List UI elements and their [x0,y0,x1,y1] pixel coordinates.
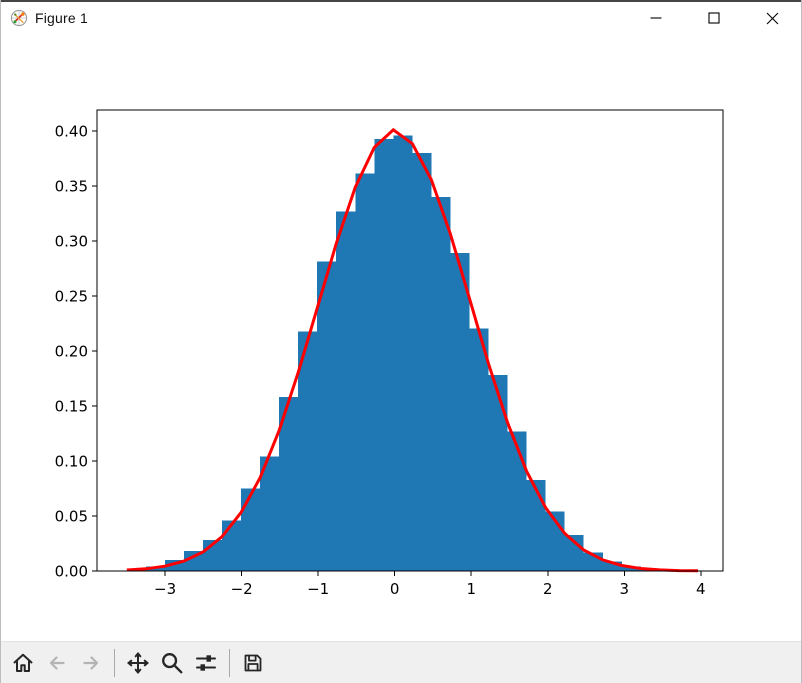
matplotlib-logo-icon [10,9,28,27]
histogram-bar [621,566,641,571]
save-button[interactable] [237,647,269,679]
window-title: Figure 1 [35,10,88,26]
x-tick-label: 0 [390,580,400,598]
y-tick-label: 0.20 [55,342,88,360]
x-tick-label: 1 [466,580,476,598]
histogram-bar [336,211,356,572]
back-button[interactable] [41,647,73,679]
minimize-button[interactable] [627,2,685,34]
x-tick-label: −1 [307,580,329,598]
save-icon [244,654,262,671]
title-bar[interactable]: Figure 1 [1,0,801,34]
histogram-bar [355,173,375,571]
x-tick-label: 3 [620,580,630,598]
maximize-button[interactable] [685,2,743,34]
histogram-bar [298,331,318,571]
chart-svg: −3 −2 −1 0 1 2 3 4 0.00 0.05 0.10 0.15 0.20 0.25 0.30 0… [55,109,724,598]
histogram-bar [222,520,242,571]
close-button[interactable] [743,2,801,34]
x-tick-label: 4 [696,580,706,598]
histogram-bar [164,560,184,571]
histogram-bar [507,431,527,571]
axis-ticks: −3 −2 −1 0 1 2 3 4 0.00 0.05 0.10 0.15 0.20 0.25 0.30 0… [55,122,706,598]
histogram-bar [526,480,546,571]
y-tick-label: 0.00 [55,563,88,581]
home-icon [13,653,33,672]
toolbar-separator [114,648,115,677]
toolbar-separator [229,648,230,677]
forward-button[interactable] [75,647,107,679]
histogram-bar [488,374,508,571]
x-tick-label: 2 [543,580,553,598]
zoom-button[interactable] [156,647,188,679]
subplots-icon [196,654,216,671]
y-tick-label: 0.30 [55,232,88,250]
forward-icon [83,655,99,670]
y-tick-label: 0.25 [55,287,88,305]
y-tick-label: 0.05 [55,507,88,525]
pdf-line [126,127,699,573]
histogram-bar [241,488,261,571]
histogram-bar [450,253,470,571]
x-tick-label: −2 [231,580,253,598]
y-tick-label: 0.15 [55,397,88,415]
histogram-bar [260,456,280,571]
navigation-toolbar [1,641,801,683]
close-icon [766,12,778,24]
minimize-icon [650,17,662,19]
histogram-bar [279,397,299,571]
axes-box [96,109,724,572]
histogram-bars [126,135,698,572]
histogram-bar [469,328,489,571]
home-button[interactable] [7,647,39,679]
y-tick-label: 0.40 [55,122,88,140]
x-tick-label: −3 [154,580,176,598]
histogram-bar [602,561,622,571]
histogram-bar [317,261,337,571]
histogram-bar [412,152,432,571]
subplots-button[interactable] [190,647,222,679]
pan-button[interactable] [122,647,154,679]
back-icon [49,655,65,670]
zoom-icon [162,652,183,673]
y-tick-label: 0.10 [55,452,88,470]
pan-icon [127,652,149,673]
figure-canvas[interactable]: −3 −2 −1 0 1 2 3 4 0.00 0.05 0.10 0.15 0.20 0.25 0.30 0… [1,34,801,641]
histogram-bar [431,196,451,572]
maximize-icon [708,12,720,24]
y-tick-label: 0.35 [55,177,88,195]
histogram-bar [374,139,394,571]
histogram-bar [393,135,413,571]
histogram-bar [183,551,203,571]
